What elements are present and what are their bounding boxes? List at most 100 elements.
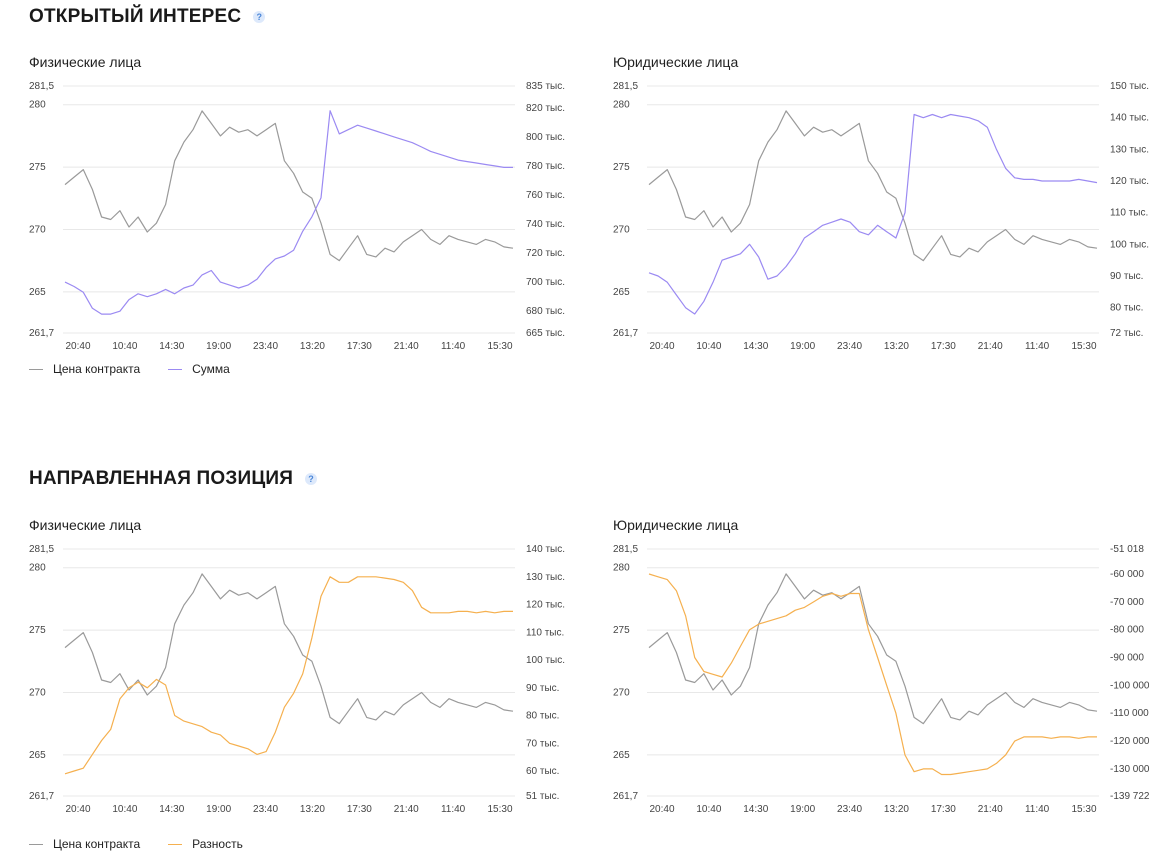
y-right-tick-label: 90 тыс. — [526, 683, 559, 694]
y-right-tick-label: 140 тыс. — [526, 544, 565, 555]
x-tick-label: 15:30 — [1071, 804, 1096, 815]
x-tick-label: 21:40 — [394, 804, 419, 815]
y-right-tick-label: 100 тыс. — [526, 655, 565, 666]
y-right-tick-label: -60 000 — [1110, 569, 1144, 580]
y-left-tick-label: 265 — [29, 750, 46, 761]
x-tick-label: 14:30 — [743, 341, 768, 352]
x-tick-label: 13:20 — [884, 804, 909, 815]
y-right-tick-label: 835 тыс. — [526, 81, 565, 92]
x-tick-label: 11:40 — [441, 341, 466, 352]
section-title-text: НАПРАВЛЕННАЯ ПОЗИЦИЯ — [29, 468, 294, 489]
legend-label: Разность — [192, 837, 243, 851]
y-right-tick-label: 130 тыс. — [526, 572, 565, 583]
y-right-tick-label: 70 тыс. — [526, 738, 559, 749]
y-left-tick-label: 281,5 — [29, 544, 54, 555]
x-tick-label: 21:40 — [394, 341, 419, 352]
x-tick-label: 17:30 — [931, 341, 956, 352]
legend-item-diff[interactable]: Разность — [168, 837, 243, 851]
y-left-tick-label: 265 — [613, 287, 630, 298]
x-tick-label: 23:40 — [837, 804, 862, 815]
chart-panel: Физические лица 281,5 280 275 270 265 261,7 14… — [29, 517, 569, 857]
legend-swatch — [168, 843, 183, 845]
chart-title: Физические лица — [29, 517, 142, 533]
y-left-tick-label: 280 — [613, 563, 630, 574]
chart-panel: Юридические лица 281,5 280 275 270 265 261,7 1… — [613, 54, 1153, 394]
legend-item-price[interactable]: Цена контракта — [29, 362, 140, 376]
chart-svg[interactable]: 281,5 280 275 270 265 261,7 140 тыс. 130 тыс. 12… — [29, 535, 569, 825]
chart-legend: Цена контракта Сумма — [29, 362, 230, 376]
x-tick-label: 10:40 — [696, 804, 721, 815]
chart-panel: Юридические лица 281,5 280 275 270 265 261,7 -… — [613, 517, 1153, 857]
x-tick-label: 23:40 — [837, 341, 862, 352]
y-right-tick-label: 100 тыс. — [1110, 239, 1149, 250]
y-right-tick-label: 72 тыс. — [1110, 328, 1143, 339]
x-tick-label: 17:30 — [347, 804, 372, 815]
y-left-tick-label: 275 — [29, 625, 46, 636]
y-left-tick-label: 261,7 — [29, 791, 54, 802]
y-right-tick-label: 120 тыс. — [1110, 176, 1149, 187]
x-tick-label: 19:00 — [790, 804, 815, 815]
y-right-tick-label: 150 тыс. — [1110, 81, 1149, 92]
y-left-tick-label: 265 — [29, 287, 46, 298]
x-tick-label: 19:00 — [206, 804, 231, 815]
y-right-tick-label: -110 000 — [1110, 708, 1149, 719]
y-left-tick-label: 281,5 — [613, 544, 638, 555]
y-left-tick-label: 281,5 — [613, 81, 638, 92]
y-right-tick-label: 130 тыс. — [1110, 144, 1149, 155]
legend-label: Цена контракта — [53, 837, 141, 851]
series-line-sum — [648, 113, 1098, 315]
y-right-tick-label: 60 тыс. — [526, 766, 559, 777]
legend-swatch — [168, 368, 183, 370]
section-title-directional-position: НАПРАВЛЕННАЯ ПОЗИЦИЯ ? — [29, 468, 318, 490]
y-right-tick-label: -139 722 — [1110, 791, 1150, 802]
x-tick-label: 19:00 — [790, 341, 815, 352]
y-right-tick-label: 720 тыс. — [526, 248, 565, 259]
x-tick-label: 17:30 — [347, 341, 372, 352]
legend-item-price[interactable]: Цена контракта — [29, 837, 140, 851]
chart-svg[interactable]: 281,5 280 275 270 265 261,7 150 тыс. 140 тыс. 13… — [613, 72, 1153, 362]
series-line-price — [648, 573, 1098, 725]
x-tick-label: 23:40 — [253, 804, 278, 815]
x-tick-label: 11:40 — [1025, 341, 1050, 352]
y-left-tick-label: 280 — [29, 100, 46, 111]
legend-label: Цена контракта — [53, 362, 141, 376]
y-right-tick-label: -120 000 — [1110, 736, 1150, 747]
y-right-tick-label: 760 тыс. — [526, 190, 565, 201]
x-tick-label: 15:30 — [1071, 341, 1096, 352]
y-right-tick-label: 90 тыс. — [1110, 271, 1143, 282]
x-tick-label: 11:40 — [441, 804, 466, 815]
chart-panel: Физические лица 281,5 280 275 270 265 261,7 83… — [29, 54, 569, 394]
chart-svg[interactable]: 281,5 280 275 270 265 261,7 835 тыс. 820 тыс. 80… — [29, 72, 569, 362]
chart-title: Юридические лица — [613, 54, 739, 70]
chart-title: Юридические лица — [613, 517, 739, 533]
series-line-sum — [64, 110, 513, 315]
legend-swatch — [29, 368, 43, 370]
y-right-tick-label: 110 тыс. — [1110, 208, 1148, 219]
x-tick-label: 23:40 — [253, 341, 278, 352]
x-tick-label: 10:40 — [112, 341, 137, 352]
y-right-tick-label: 680 тыс. — [526, 306, 565, 317]
y-right-tick-label: -70 000 — [1110, 597, 1144, 608]
x-tick-label: 13:20 — [300, 804, 325, 815]
y-left-tick-label: 265 — [613, 750, 630, 761]
series-line-diff — [64, 576, 513, 775]
x-tick-label: 17:30 — [931, 804, 956, 815]
y-right-tick-label: 110 тыс. — [526, 627, 564, 638]
x-tick-label: 10:40 — [696, 341, 721, 352]
help-icon[interactable]: ? — [305, 473, 318, 485]
y-left-tick-label: 270 — [29, 224, 46, 235]
x-tick-label: 20:40 — [649, 804, 674, 815]
y-right-tick-label: 80 тыс. — [1110, 303, 1143, 314]
help-icon[interactable]: ? — [253, 11, 266, 23]
chart-svg[interactable]: 281,5 280 275 270 265 261,7 -51 018 -60 000 -70 … — [613, 535, 1153, 825]
y-left-tick-label: 270 — [613, 687, 630, 698]
y-right-tick-label: 820 тыс. — [526, 103, 565, 114]
legend-item-sum[interactable]: Сумма — [168, 362, 230, 376]
legend-swatch — [29, 843, 43, 845]
y-left-tick-label: 261,7 — [613, 791, 638, 802]
y-left-tick-label: 261,7 — [613, 328, 638, 339]
y-right-tick-label: -130 000 — [1110, 764, 1150, 775]
y-right-tick-label: 120 тыс. — [526, 600, 565, 611]
y-right-tick-label: 51 тыс. — [526, 791, 559, 802]
y-right-tick-label: 740 тыс. — [526, 219, 565, 230]
